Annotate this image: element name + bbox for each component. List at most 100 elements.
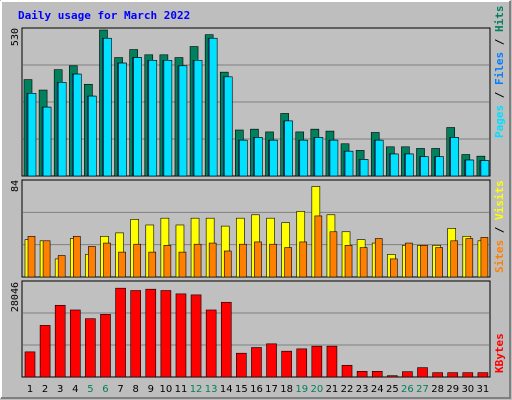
sites-bar — [374, 238, 383, 278]
pages-bar — [72, 73, 82, 177]
kbytes-bar — [145, 288, 157, 378]
pages-bar — [193, 60, 203, 177]
day-label: 10 — [160, 384, 173, 395]
day-label: 6 — [102, 384, 108, 395]
legend-separator: / — [493, 85, 506, 105]
pages-bar — [390, 153, 399, 177]
legend-pages: Pages — [493, 105, 506, 138]
legend-separator: / — [493, 32, 506, 52]
pages-bar — [254, 137, 263, 177]
pages-bar — [269, 139, 278, 177]
kbytes-bar — [24, 351, 36, 378]
pages-bar — [420, 156, 429, 177]
sites-bar — [27, 235, 36, 278]
sites-bar — [133, 243, 141, 278]
sites-bar — [42, 240, 51, 278]
day-label: 26 — [401, 384, 414, 395]
pages-bar — [42, 106, 52, 177]
kbytes-bar — [251, 347, 262, 378]
visits-panel-legend: Sites / Visits — [493, 180, 506, 273]
kbytes-bar — [311, 345, 323, 378]
pages-bar — [223, 76, 233, 177]
day-label: 1 — [27, 384, 33, 395]
sites-bar — [118, 251, 126, 278]
kbytes-bar — [175, 293, 187, 378]
pages-bar — [359, 159, 369, 177]
sites-bar — [390, 258, 398, 278]
sites-bar — [148, 251, 157, 278]
day-label: 24 — [371, 384, 384, 395]
pages-bar — [314, 137, 324, 177]
kbytes-ymax-label: 28046 — [10, 282, 21, 312]
kbytes-bar — [69, 309, 81, 378]
pages-bar — [27, 93, 37, 177]
kbytes-bar — [296, 348, 308, 378]
day-label: 13 — [205, 384, 218, 395]
day-label: 21 — [326, 384, 339, 395]
day-label: 22 — [341, 384, 354, 395]
pages-bar — [148, 60, 158, 177]
day-label: 14 — [220, 384, 233, 395]
day-label: 23 — [356, 384, 369, 395]
chart-title: Daily usage for March 2022 — [18, 9, 190, 22]
day-label: 19 — [295, 384, 308, 395]
sites-bar — [269, 243, 277, 278]
day-label: 5 — [87, 384, 93, 395]
sites-bar — [344, 245, 353, 278]
sites-bar — [299, 241, 308, 278]
legend-hits: Hits — [493, 6, 506, 33]
bar-marks — [23, 29, 490, 378]
pages-bar — [465, 159, 475, 177]
day-label: 30 — [461, 384, 474, 395]
day-label: 31 — [477, 384, 490, 395]
kbytes-bar — [326, 345, 338, 378]
pages-bar — [88, 95, 97, 177]
day-label: 28 — [431, 384, 444, 395]
kbytes-bar — [115, 287, 126, 378]
day-label: 4 — [72, 384, 78, 395]
pages-bar — [178, 65, 188, 177]
hits-ymax-label: 530 — [10, 28, 21, 46]
legend-sites: Sites — [493, 240, 506, 273]
pages-bar — [163, 60, 173, 177]
pages-bar — [239, 139, 248, 177]
pages-bar — [344, 150, 354, 177]
pages-bar — [284, 120, 293, 177]
day-label: 20 — [310, 384, 323, 395]
visits-ymax-label: 84 — [10, 180, 21, 192]
sites-bar — [359, 247, 368, 278]
pages-bar — [480, 160, 490, 177]
kbytes-bar — [205, 309, 217, 378]
day-label: 17 — [265, 384, 278, 395]
hits-panel-legend: Pages / Files / Hits — [493, 6, 506, 139]
pages-bar — [118, 62, 127, 177]
day-label: 2 — [42, 384, 48, 395]
sites-bar — [465, 238, 474, 278]
kbytes-bar — [387, 375, 398, 378]
kbytes-bar — [281, 350, 292, 378]
day-label: 3 — [57, 384, 63, 395]
kbytes-bar — [100, 314, 111, 378]
kbytes-bar — [417, 367, 428, 378]
kbytes-bar — [236, 352, 247, 378]
sites-bar — [405, 242, 413, 278]
kbytes-bar — [85, 318, 96, 378]
sites-bar — [254, 241, 262, 278]
day-label: 16 — [250, 384, 263, 395]
pages-bar — [133, 57, 142, 177]
sites-bar — [103, 242, 111, 278]
day-labels: 1 2 3 4 5 6 7 8 9 10 11 12 13 14 15 16 17 18 19 20 21 22 23 24 2… — [27, 384, 489, 395]
legend-separator: / — [493, 220, 506, 240]
pages-bar — [374, 139, 384, 177]
pages-bar — [405, 153, 414, 177]
sites-bar — [208, 242, 217, 278]
kbytes-bar — [341, 364, 353, 378]
pages-bar — [435, 156, 444, 177]
kbytes-bar — [54, 304, 66, 378]
sites-bar — [480, 237, 489, 278]
kbytes-bar — [356, 371, 368, 378]
pages-bar — [299, 139, 309, 177]
kbytes-bar — [220, 301, 232, 378]
legend-kbytes: KBytes — [493, 333, 506, 373]
